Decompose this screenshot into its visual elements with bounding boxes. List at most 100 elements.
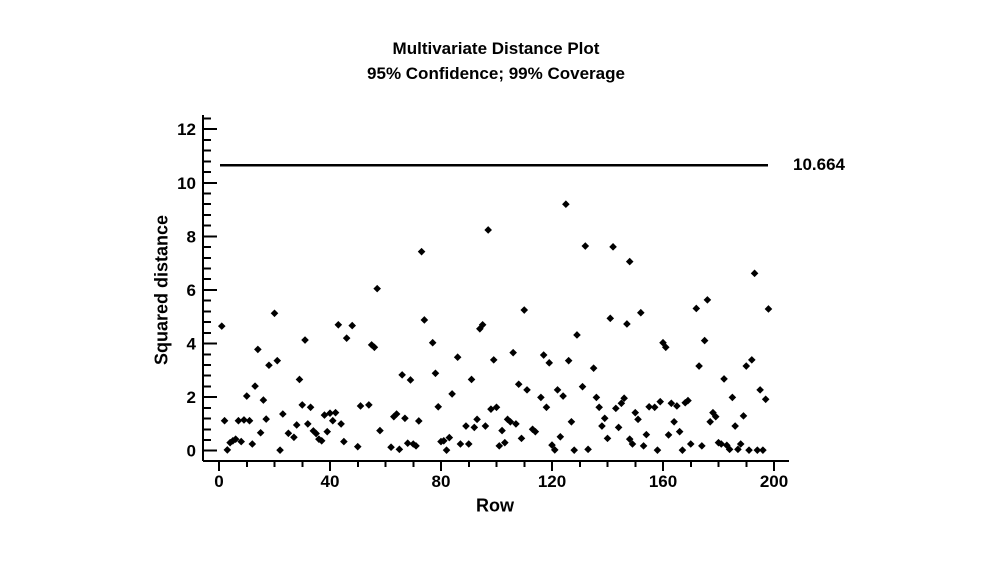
data-point <box>420 316 429 324</box>
data-point <box>442 446 451 454</box>
data-point <box>745 446 753 454</box>
data-point <box>262 415 270 423</box>
data-point <box>464 440 473 448</box>
data-point <box>387 443 395 452</box>
x-tick-label: 120 <box>538 472 566 491</box>
data-point <box>301 336 309 344</box>
data-point <box>639 442 648 450</box>
data-point <box>295 375 304 384</box>
data-point <box>631 408 640 417</box>
data-point <box>612 404 620 413</box>
data-point <box>637 308 645 317</box>
data-point <box>229 436 237 445</box>
data-point <box>370 343 379 352</box>
data-point <box>434 402 443 411</box>
data-point <box>356 402 365 410</box>
data-point <box>609 243 617 251</box>
data-point <box>342 334 351 342</box>
data-point <box>273 356 282 365</box>
data-point <box>323 427 332 436</box>
data-point <box>417 247 426 256</box>
data-point <box>717 440 726 448</box>
data-point <box>559 392 567 400</box>
data-point <box>279 410 287 418</box>
data-point <box>453 353 462 362</box>
data-point <box>653 446 662 454</box>
data-point <box>711 412 720 421</box>
data-point <box>392 410 401 418</box>
data-point <box>634 415 642 424</box>
y-tick-label: 2 <box>187 388 196 407</box>
data-point <box>445 433 454 442</box>
data-point <box>217 322 226 330</box>
data-point <box>270 309 279 318</box>
data-point <box>431 369 440 378</box>
y-tick-label: 10 <box>177 174 196 193</box>
data-point <box>306 403 315 412</box>
data-point <box>256 428 265 437</box>
data-point <box>761 395 770 404</box>
data-point <box>292 421 301 429</box>
data-point <box>439 436 448 445</box>
data-point <box>487 405 495 413</box>
data-point <box>353 442 362 451</box>
data-point <box>603 434 612 443</box>
data-point <box>567 417 576 426</box>
data-point <box>645 402 653 411</box>
data-point <box>498 426 506 435</box>
data-point <box>542 403 551 412</box>
data-point <box>573 331 581 339</box>
y-tick-label: 6 <box>187 281 196 300</box>
data-point <box>489 356 498 364</box>
data-point <box>706 417 714 426</box>
data-point <box>265 361 273 370</box>
data-point <box>398 371 406 379</box>
data-point <box>695 362 703 370</box>
data-point <box>678 446 687 454</box>
data-point <box>395 445 404 454</box>
data-point <box>259 396 268 404</box>
data-point <box>462 422 470 430</box>
data-point <box>675 427 684 436</box>
x-tick-label: 80 <box>432 472 451 491</box>
y-tick-label: 12 <box>177 120 196 139</box>
data-point <box>478 320 487 329</box>
data-point <box>703 296 712 304</box>
x-axis-label: Row <box>476 495 514 516</box>
data-point <box>514 380 523 389</box>
data-point <box>553 386 562 394</box>
data-point <box>539 351 548 359</box>
data-point <box>545 359 554 367</box>
data-point <box>304 420 312 428</box>
data-point <box>584 445 592 454</box>
y-axis-label: Squared distance <box>151 214 172 366</box>
data-point <box>692 304 701 313</box>
data-point <box>365 401 373 409</box>
data-point <box>220 416 229 425</box>
data-point <box>598 422 606 430</box>
data-point <box>523 386 531 394</box>
data-point <box>537 393 545 402</box>
data-point <box>412 442 420 450</box>
data-point <box>506 417 515 426</box>
data-point <box>470 423 479 432</box>
data-point <box>620 394 628 402</box>
data-point <box>240 416 248 424</box>
data-point <box>276 446 284 454</box>
data-point <box>698 442 706 450</box>
y-tick-label: 0 <box>187 442 196 461</box>
y-tick-label: 8 <box>187 227 196 246</box>
data-point <box>592 393 601 402</box>
data-point <box>467 375 476 384</box>
data-point <box>759 446 767 454</box>
data-point <box>756 386 764 394</box>
data-point <box>326 409 334 417</box>
y-tick-label: 4 <box>187 335 197 354</box>
data-point <box>234 416 243 425</box>
data-point <box>251 382 259 390</box>
data-point <box>764 305 773 313</box>
x-tick-label: 200 <box>760 472 788 491</box>
data-point <box>367 341 376 349</box>
data-point <box>373 284 381 293</box>
